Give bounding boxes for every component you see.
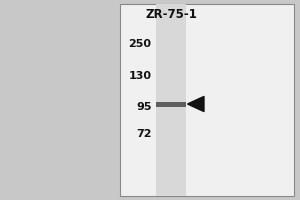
- Polygon shape: [188, 96, 204, 112]
- Bar: [156, 4, 186, 196]
- Text: 130: 130: [128, 71, 152, 81]
- Text: 250: 250: [128, 39, 152, 49]
- Bar: [156, 102, 186, 106]
- Text: 95: 95: [136, 102, 152, 112]
- Text: ZR-75-1: ZR-75-1: [145, 7, 197, 21]
- Text: 72: 72: [136, 129, 152, 139]
- Bar: [120, 4, 294, 196]
